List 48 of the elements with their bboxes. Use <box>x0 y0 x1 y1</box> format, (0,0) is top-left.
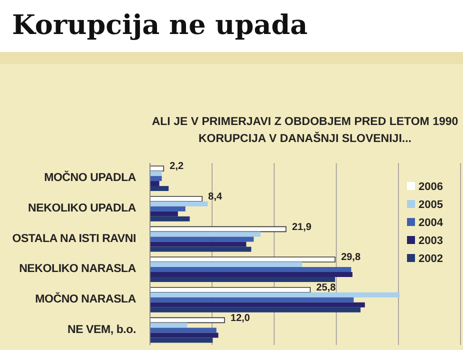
bar <box>150 256 336 262</box>
bar <box>150 201 208 206</box>
bar <box>150 286 311 293</box>
y-tick-label: NEKOLIKO NARASLA <box>19 263 136 276</box>
legend-label: 2004 <box>418 217 443 229</box>
bar <box>150 186 169 192</box>
bar <box>150 166 164 172</box>
bar <box>150 181 160 186</box>
y-tick-label: NEKOLIKO UPADLA <box>28 202 136 215</box>
bar <box>150 322 188 328</box>
bar <box>150 232 261 237</box>
bar <box>150 236 254 242</box>
legend-label: 2003 <box>418 235 443 247</box>
data-label: 29,8 <box>341 252 361 264</box>
bar <box>150 206 186 212</box>
legend-label: 2005 <box>418 199 443 211</box>
bar <box>150 292 400 298</box>
bar <box>150 272 352 278</box>
chart-subtitle: ALI JE V PRIMERJAVI Z OBDOBJEM PRED LETOM 1990 KORUPCIJA V DANAŠNJI SLOVENIJI... <box>150 115 460 147</box>
bar <box>150 246 252 252</box>
data-label: 25,8 <box>316 282 336 294</box>
bar <box>150 211 178 216</box>
bar <box>150 262 302 268</box>
legend-label: 2002 <box>418 253 443 265</box>
chart-title: Korupcija ne upada <box>11 9 309 41</box>
bar <box>150 242 246 247</box>
bar <box>150 328 216 333</box>
data-label: 8,4 <box>208 192 223 203</box>
bar <box>150 196 203 202</box>
y-tick-label: NE VEM, b.o. <box>67 324 136 336</box>
bar <box>150 267 352 272</box>
y-tick-label: MOČNO NARASLA <box>35 292 136 306</box>
bar <box>150 302 365 308</box>
bar <box>150 176 162 182</box>
bar <box>150 277 336 282</box>
data-label: 21,9 <box>292 222 312 233</box>
bar <box>150 171 162 176</box>
bar <box>150 317 225 324</box>
bar <box>150 297 354 302</box>
bar <box>150 307 361 312</box>
y-tick-label: MOČNO UPADLA <box>44 170 136 184</box>
y-tick-label: OSTALA NA ISTI RAVNI <box>12 232 136 245</box>
bar <box>150 332 218 338</box>
bar <box>150 216 190 222</box>
legend-label: 2006 <box>418 181 443 193</box>
data-label: 2,2 <box>170 161 184 172</box>
bar <box>150 338 213 343</box>
data-label: 12,0 <box>230 312 250 324</box>
